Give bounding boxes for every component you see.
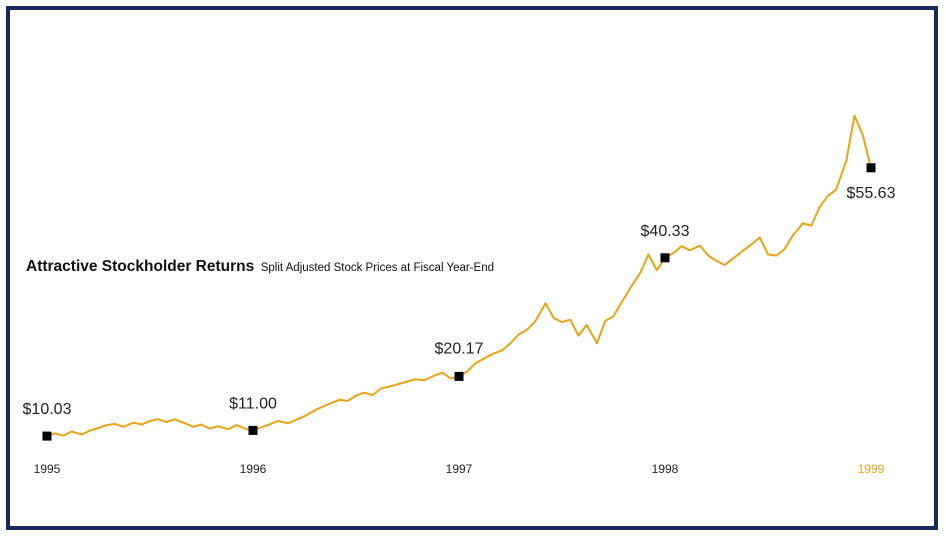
- year-end-marker: [42, 431, 52, 441]
- year-end-marker: [454, 371, 464, 381]
- chart-subtitle: Split Adjusted Stock Prices at Fiscal Ye…: [260, 262, 495, 274]
- price-line-0: [46, 114, 872, 438]
- chart-title: Attractive Stockholder Returns: [26, 258, 255, 275]
- data-label: $10.03: [23, 401, 72, 418]
- data-label: $11.00: [229, 395, 277, 412]
- chart-title-row: Attractive Stockholder Returns Split Adj…: [26, 258, 494, 276]
- x-tick-label: 1999: [858, 462, 885, 476]
- data-label: $55.63: [847, 185, 896, 202]
- x-tick-label: 1998: [652, 462, 679, 476]
- year-end-marker: [866, 163, 876, 173]
- data-label: $40.33: [641, 223, 690, 240]
- x-tick-label: 1996: [240, 462, 267, 476]
- year-end-marker: [248, 425, 258, 435]
- x-tick-label: 1995: [34, 462, 61, 476]
- data-label: $20.17: [435, 340, 484, 357]
- year-end-marker: [660, 253, 670, 263]
- chart-frame: [6, 6, 938, 530]
- x-tick-label: 1997: [446, 462, 473, 476]
